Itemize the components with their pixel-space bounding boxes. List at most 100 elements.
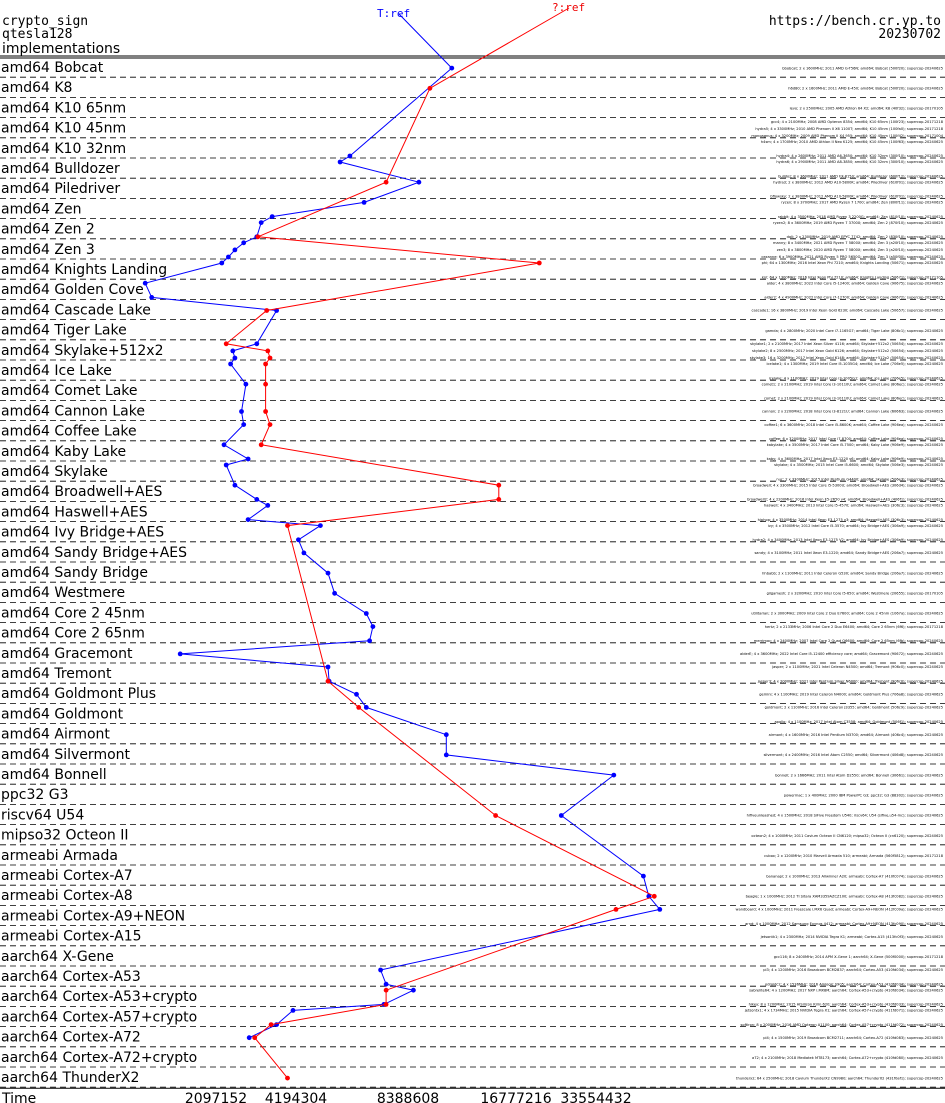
ref-series-point xyxy=(354,691,359,697)
machine-line: wandboard; 4 x 1000MHz; 2011 Freescale i… xyxy=(736,908,943,912)
machine-line: phi; 64 x 1300MHz; 2016 Intel Xeon Phi 7… xyxy=(762,261,943,265)
machine-line: hikey; 8 x 1200MHz; 2015 HiSilicon Kirin… xyxy=(749,1003,943,1007)
ref-series-point xyxy=(223,462,229,468)
ref-series-point xyxy=(449,65,455,71)
machine-line: hydra6; 4 x 2900MHz; 2011 AMD A8-3850; a… xyxy=(776,160,943,164)
q-series-point xyxy=(223,341,229,347)
row-label: amd64 Skylake+512x2 xyxy=(1,343,163,359)
machine-line: hydra4; 4 x 2600MHz; 2011 AMD A6-3650; a… xyxy=(776,154,943,158)
ref-series-point xyxy=(443,752,449,758)
machine-line: a72; 4 x 2100MHz; 2018 Mediatek MT8173; … xyxy=(752,1056,943,1060)
q-series-point xyxy=(536,260,542,266)
q-series-point xyxy=(427,85,433,91)
ref-series-point xyxy=(611,772,617,778)
row-label: amd64 Zen 2 xyxy=(1,222,95,238)
ref-series-point xyxy=(558,813,564,818)
machine-line: ryzen2; 8 x 3600MHz; 2019 AMD Ryzen 7 37… xyxy=(773,221,943,225)
ref-series-point xyxy=(370,624,376,629)
ref-series-point xyxy=(318,523,323,528)
machine-line: skylake2; 8 x 2500MHz; 2017 Intel Xeon G… xyxy=(752,349,943,353)
ref-series-point xyxy=(443,732,449,738)
q-series-point xyxy=(264,308,270,313)
section-label: implementations xyxy=(2,41,121,57)
machine-line: powermac; 1 x 400MHz; 2000 IBM PowerPC G… xyxy=(784,794,943,798)
row-label: amd64 Zen 3 xyxy=(1,242,95,258)
machine-line: ivy; 4 x 3500MHz; 2012 Intel Core i5-357… xyxy=(768,524,943,528)
ref-series-point xyxy=(290,1008,296,1013)
ref-series-point xyxy=(241,240,247,246)
ref-series-point xyxy=(254,341,260,347)
row-label: amd64 Ivy Bridge+AES xyxy=(1,525,164,541)
ref-series-point xyxy=(337,159,343,165)
machine-line: rabbit; 4 x 3500MHz; 2018 AMD Ryzen 3 22… xyxy=(778,215,943,219)
ref-series-point xyxy=(411,987,416,993)
row-label: mipso32 Octeon II xyxy=(1,828,129,844)
ref-series-point xyxy=(269,214,275,220)
machine-line: icelake; 4 x 1100MHz; 2019 Intel Core i3… xyxy=(769,376,943,380)
row-label: amd64 Core 2 65nm xyxy=(1,626,145,642)
machine-line: hydra2; 4 x 3400MHz; 2013 Intel Xeon E3-… xyxy=(753,538,943,542)
machine-line: hydra3; 2 x 3800MHz; 2012 AMD A10-5800K;… xyxy=(773,180,943,184)
row-label: amd64 Piledriver xyxy=(1,181,120,197)
machine-line: manny; 8 x 3400MHz; 2021 AMD Ryzen 7 580… xyxy=(773,241,943,245)
q-series-point xyxy=(325,678,331,684)
ref-series-point xyxy=(149,295,155,300)
machine-line: h6d80; 2 x 1600MHz; 2011 AMD E-450; amd6… xyxy=(788,87,943,91)
site-label: https://bench.cr.yp.to xyxy=(768,14,941,29)
machine-line: silvermont; 4 x 2400MHz; 2016 Intel Atom… xyxy=(764,753,943,757)
machine-line: monoagnus; 4 x 3200MHz; 2009 AMD Phenom … xyxy=(751,134,943,138)
machine-line: hydra5; 4 x 3300MHz; 2010 AMD Phenom II … xyxy=(755,127,943,131)
machine-line: hifiveunleashed; 4 x 1500MHz; 2018 SiFiv… xyxy=(747,814,943,818)
row-label: amd64 Goldmont Plus xyxy=(1,686,156,702)
ref-series-point xyxy=(363,611,369,616)
date-label: 20230702 xyxy=(878,27,941,42)
row-label: amd64 Tiger Lake xyxy=(1,323,127,339)
machine-line: octeon2; 4 x 1000MHz; 2011 Cavium Octeon… xyxy=(751,834,943,838)
machine-line: utilitarian; 2 x 3000MHz; 2009 Intel Cor… xyxy=(751,612,943,616)
ref-series-point xyxy=(301,550,307,556)
row-label: armeabi Cortex-A7 xyxy=(1,868,133,884)
machine-line: goldmont; 2 x 1100MHz; 2016 Intel Celero… xyxy=(765,706,943,710)
x-tick-label: 4194304 xyxy=(265,1091,327,1103)
row-label: amd64 Tremont xyxy=(1,666,112,682)
row-label: amd64 Goldmont xyxy=(1,706,124,722)
ref-series-point xyxy=(226,254,231,260)
series-label-q: ?:ref xyxy=(552,1,585,14)
row-label: amd64 Broadwell+AES xyxy=(1,484,162,500)
machine-line: cezanne; 6 x 3900MHz; 2021 AMD Ryzen 5 P… xyxy=(761,255,943,259)
ref-series-point xyxy=(232,482,238,488)
machine-line: dali; 2 x 2300MHz; 2019 AMD EPYC 7742; a… xyxy=(787,235,943,239)
machine-line: skylake3; 16 x 3200MHz; 2017 Intel Xeon … xyxy=(750,356,943,360)
ref-series-point xyxy=(325,664,331,670)
scheme-label: qtesla128 xyxy=(2,27,73,42)
machine-line: sabrelite64; 4 x 1200MHz; 2017 NXP i.MX8… xyxy=(749,988,943,992)
row-label: amd64 Kaby Lake xyxy=(1,444,126,460)
row-label: amd64 Cannon Lake xyxy=(1,403,145,419)
row-label: armeabi Armada xyxy=(1,848,118,864)
q-series-point xyxy=(263,409,268,414)
series-label-ref: T:ref xyxy=(377,7,410,20)
machine-line: gamda; 4 x 2800MHz; 2020 Intel Core i7-1… xyxy=(765,329,943,333)
machine-line: thunderx2; 64 x 2500MHz; 2018 Cavium Thu… xyxy=(736,1076,943,1080)
q-series-point xyxy=(651,893,657,899)
q-series-point xyxy=(263,361,268,367)
row-label: riscv64 U54 xyxy=(1,807,84,823)
ref-series-point xyxy=(245,517,251,522)
q-series-point xyxy=(252,1035,258,1041)
machine-line: cascade1; 16 x 3800MHz; 2019 Intel Xeon … xyxy=(752,309,943,313)
row-label: amd64 K8 xyxy=(1,80,72,96)
machine-line: skylake1; 2 x 2100MHz; 2017 Intel Xeon S… xyxy=(750,342,943,346)
q-series-point xyxy=(255,234,261,240)
ref-series-point xyxy=(254,497,260,502)
q-series-point xyxy=(285,523,290,528)
machine-line: pi4; 4 x 1500MHz; 2019 Broadcom BCM2711;… xyxy=(763,1036,943,1040)
ref-series-point xyxy=(347,153,353,159)
row-label: aarch64 Cortex-A53+crypto xyxy=(1,989,197,1005)
x-tick-label: 8388608 xyxy=(377,1091,439,1103)
machine-line: jetsontk1; 4 x 2300MHz; 2014 NVIDIA Tegr… xyxy=(760,935,943,939)
q-series-point xyxy=(493,813,498,818)
machine-line: bflowsky; 2 x 3800MHz; 2012 AMD A10-5800… xyxy=(770,195,943,199)
machine-line: coffee; 6 x 3200MHz; 2017 Intel Core i7-… xyxy=(769,437,943,441)
machine-line: cannon; 2 x 2200MHz; 2018 Intel Core i3-… xyxy=(762,410,943,414)
